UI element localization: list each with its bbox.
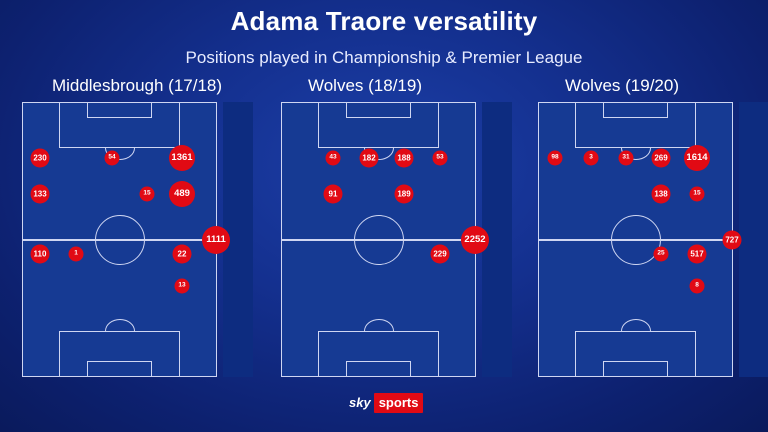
team-label-middlesbrough: Middlesbrough (17/18) <box>51 76 223 95</box>
position-minutes-dot: 54 <box>104 150 120 166</box>
title: Adama Traore versatility <box>230 6 538 36</box>
position-minutes-dot: 110 <box>30 244 50 264</box>
position-minutes-dot: 15 <box>689 186 705 202</box>
top-six-yard-box <box>603 102 668 118</box>
subtitle: Positions played in Championship & Premi… <box>185 48 583 67</box>
sports-logo-text: sports <box>373 393 424 413</box>
position-minutes-dot: 182 <box>359 148 379 168</box>
bottom-penalty-box <box>59 331 180 377</box>
sky-logo-text: sky <box>349 395 371 410</box>
position-minutes-dot: 98 <box>547 150 563 166</box>
position-minutes-dot: 8 <box>689 278 705 294</box>
position-minutes-dot: 1361 <box>169 145 195 171</box>
centre-circle <box>95 215 145 265</box>
position-minutes-dot: 22 <box>172 244 192 264</box>
position-minutes-dot: 189 <box>394 184 414 204</box>
top-penalty-box <box>318 102 439 148</box>
bottom-penalty-box <box>318 331 439 377</box>
top-penalty-box <box>575 102 696 148</box>
bottom-six-yard-box <box>346 361 411 377</box>
position-minutes-dot: 91 <box>323 184 343 204</box>
position-minutes-dot: 15 <box>139 186 155 202</box>
position-minutes-dot: 230 <box>30 148 50 168</box>
position-minutes-dot: 229 <box>430 244 450 264</box>
position-minutes-dot: 489 <box>169 181 195 207</box>
bottom-penalty-box <box>575 331 696 377</box>
centre-circle <box>354 215 404 265</box>
team-label-wolves-1920: Wolves (19/20) <box>564 76 679 95</box>
position-minutes-dot: 25 <box>653 246 669 262</box>
substitute-minutes-dot: 2252 <box>461 226 489 254</box>
position-minutes-dot: 13 <box>174 278 190 294</box>
substitute-minutes-dot: 727 <box>722 230 742 250</box>
position-minutes-dot: 133 <box>30 184 50 204</box>
pitch <box>538 102 733 377</box>
top-penalty-box <box>59 102 180 148</box>
bottom-six-yard-box <box>603 361 668 377</box>
position-minutes-dot: 269 <box>651 148 671 168</box>
position-minutes-dot: 43 <box>325 150 341 166</box>
bottom-six-yard-box <box>87 361 152 377</box>
substitute-minutes-dot: 1111 <box>202 226 230 254</box>
position-minutes-dot: 1 <box>68 246 84 262</box>
position-minutes-dot: 3 <box>583 150 599 166</box>
team-label-wolves-1819: Wolves (18/19) <box>307 76 422 95</box>
position-minutes-dot: 53 <box>432 150 448 166</box>
position-minutes-dot: 138 <box>651 184 671 204</box>
position-minutes-dot: 31 <box>618 150 634 166</box>
position-minutes-dot: 517 <box>687 244 707 264</box>
substitute-strip <box>739 102 768 377</box>
pitch <box>22 102 217 377</box>
top-six-yard-box <box>87 102 152 118</box>
centre-circle <box>611 215 661 265</box>
position-minutes-dot: 1614 <box>684 145 710 171</box>
position-minutes-dot: 188 <box>394 148 414 168</box>
pitch <box>281 102 476 377</box>
top-six-yard-box <box>346 102 411 118</box>
sky-sports-logo: sky sports <box>345 393 425 413</box>
